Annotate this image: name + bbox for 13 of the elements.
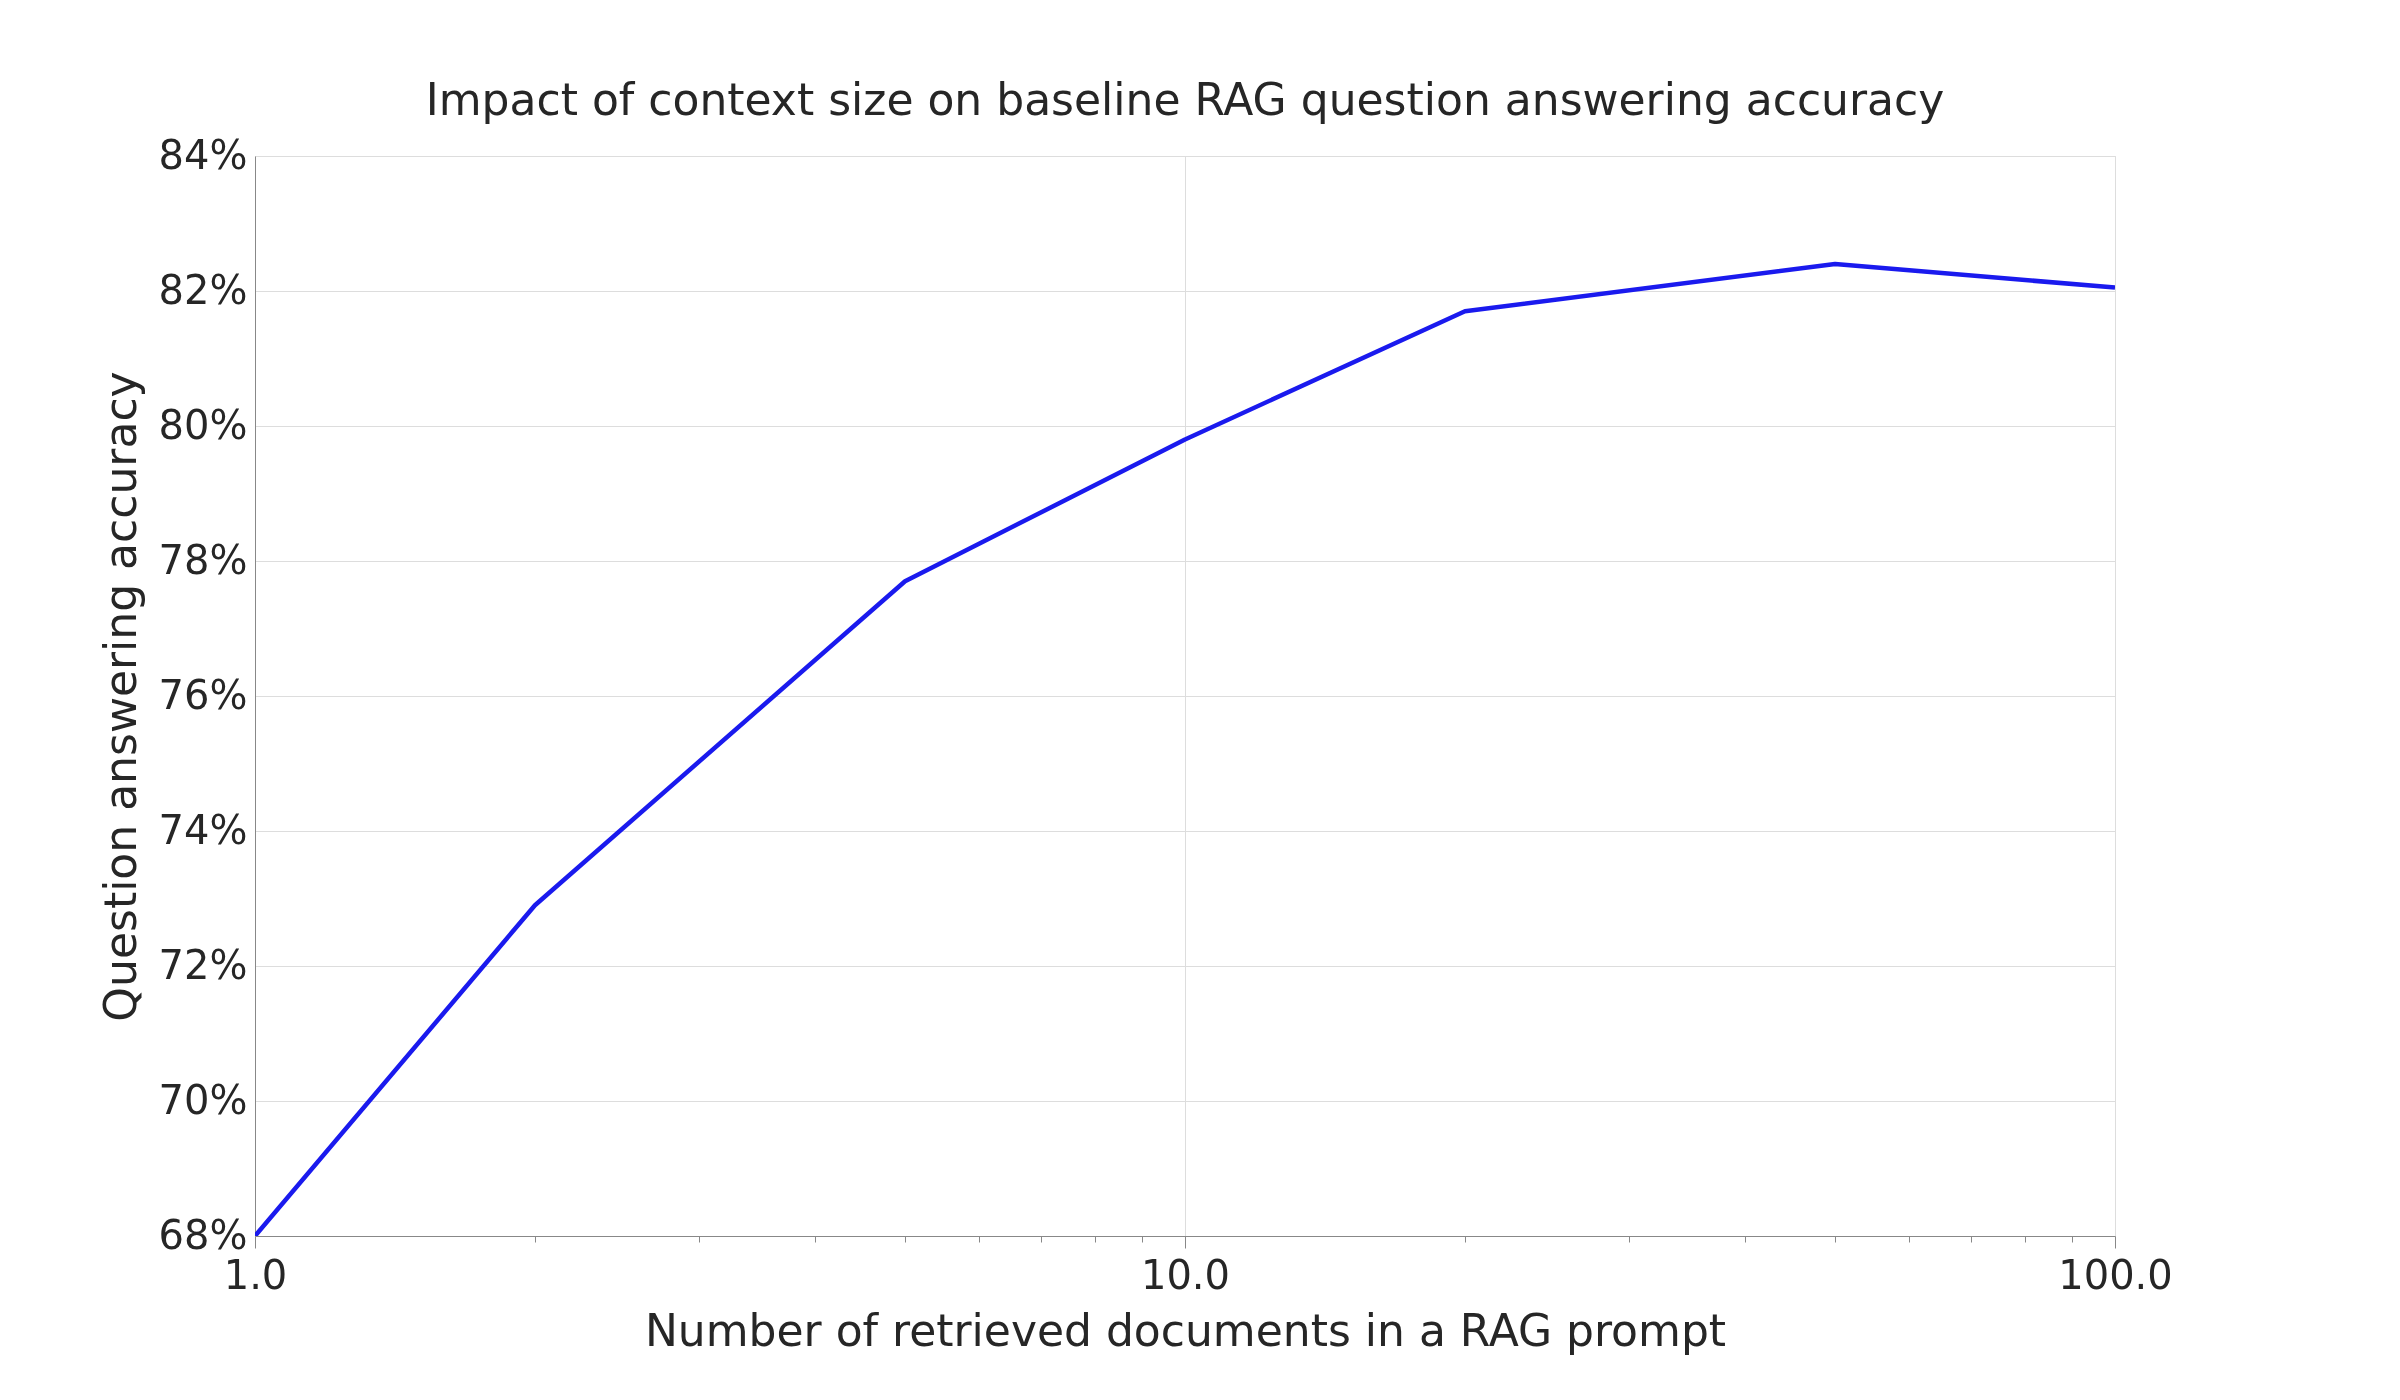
y-tick-label: 80% (158, 401, 248, 448)
y-tick-label: 84% (158, 131, 248, 178)
y-tick-label: 74% (158, 806, 248, 853)
y-tick-label: 70% (158, 1076, 248, 1123)
y-tick-label: 76% (158, 671, 248, 718)
y-tick-label: 82% (158, 266, 248, 313)
x-tick-label: 10.0 (1140, 1251, 1231, 1298)
chart-title: Impact of context size on baseline RAG question answering accuracy (425, 74, 1945, 125)
y-tick-label: 78% (158, 536, 248, 583)
y-axis-title: Question answering accuracy (94, 371, 146, 1022)
x-tick-label: 100.0 (2058, 1251, 2173, 1298)
y-tick-label: 72% (158, 941, 248, 988)
x-axis-title: Number of retrieved documents in a RAG prompt (644, 1304, 1727, 1356)
